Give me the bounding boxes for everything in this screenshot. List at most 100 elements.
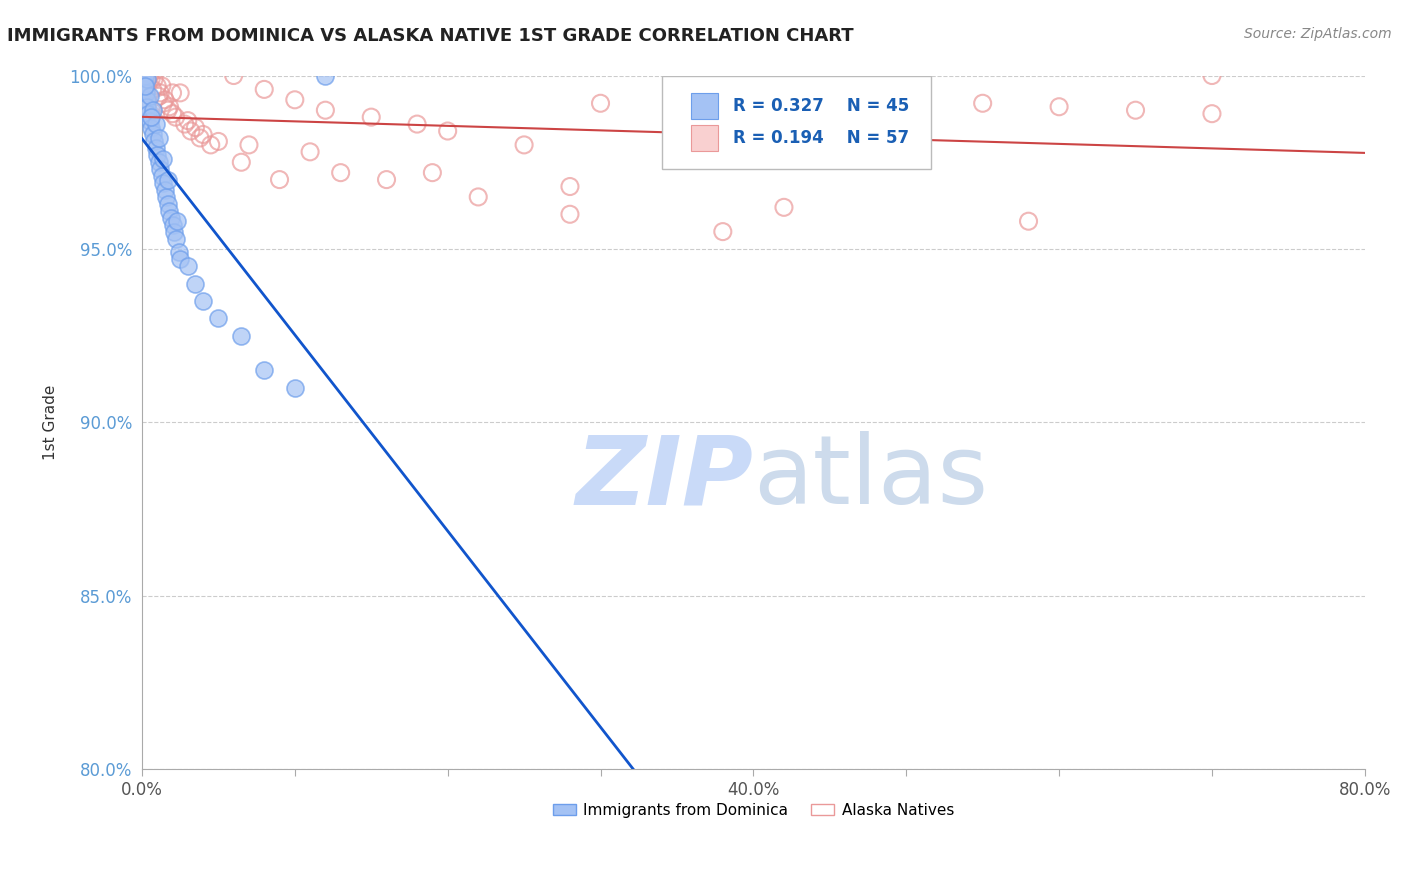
Point — [1201, 69, 1223, 83]
Point — [1018, 214, 1040, 228]
Point — [169, 86, 191, 100]
Point — [139, 120, 162, 135]
Text: IMMIGRANTS FROM DOMINICA VS ALASKA NATIVE 1ST GRADE CORRELATION CHART: IMMIGRANTS FROM DOMINICA VS ALASKA NATIV… — [7, 27, 853, 45]
Point — [253, 363, 276, 377]
FancyBboxPatch shape — [690, 93, 718, 120]
Point — [167, 245, 190, 260]
Text: ZIP: ZIP — [575, 432, 754, 524]
Point — [162, 218, 184, 232]
Point — [184, 120, 207, 135]
Point — [156, 197, 179, 211]
Point — [972, 96, 994, 111]
Point — [152, 176, 174, 190]
Point — [742, 120, 765, 135]
Point — [135, 75, 157, 89]
Point — [149, 86, 172, 100]
Point — [148, 89, 170, 103]
Point — [1047, 100, 1070, 114]
Point — [896, 93, 918, 107]
Point — [146, 78, 169, 93]
Point — [139, 110, 162, 124]
Point — [299, 145, 322, 159]
Point — [165, 110, 187, 124]
Text: atlas: atlas — [754, 432, 988, 524]
Point — [188, 131, 211, 145]
Point — [156, 103, 179, 118]
Point — [253, 82, 276, 96]
Point — [150, 78, 173, 93]
Point — [160, 211, 183, 225]
Point — [146, 148, 169, 162]
Point — [773, 200, 796, 214]
Point — [152, 96, 174, 111]
Point — [136, 75, 159, 89]
Point — [207, 135, 229, 149]
Point — [436, 124, 458, 138]
Point — [314, 69, 336, 83]
FancyBboxPatch shape — [690, 125, 718, 151]
FancyBboxPatch shape — [662, 76, 931, 169]
Text: R = 0.194    N = 57: R = 0.194 N = 57 — [733, 129, 908, 147]
Point — [166, 214, 188, 228]
Point — [142, 82, 165, 96]
Point — [360, 110, 382, 124]
Point — [136, 100, 159, 114]
Point — [589, 96, 612, 111]
Point — [406, 117, 429, 131]
Point — [135, 72, 157, 87]
Point — [284, 93, 307, 107]
Point — [150, 169, 173, 183]
Point — [207, 311, 229, 326]
Point — [138, 89, 160, 103]
Point — [136, 106, 159, 120]
Point — [284, 381, 307, 395]
Point — [513, 137, 536, 152]
Point — [135, 86, 157, 100]
Point — [163, 225, 186, 239]
Point — [375, 172, 398, 186]
Point — [231, 328, 253, 343]
Legend: Immigrants from Dominica, Alaska Natives: Immigrants from Dominica, Alaska Natives — [547, 797, 960, 824]
Point — [134, 69, 156, 83]
Point — [422, 166, 444, 180]
Point — [149, 162, 172, 177]
Point — [269, 172, 291, 186]
Point — [145, 141, 167, 155]
Point — [818, 86, 841, 100]
Point — [143, 72, 166, 87]
Point — [314, 103, 336, 118]
Point — [134, 78, 156, 93]
Point — [222, 69, 245, 83]
Point — [155, 190, 177, 204]
Point — [134, 75, 156, 89]
Point — [162, 86, 184, 100]
Point — [142, 103, 165, 118]
Point — [191, 128, 214, 142]
Point — [169, 252, 191, 267]
Point — [238, 137, 260, 152]
Point — [148, 155, 170, 169]
Point — [558, 207, 581, 221]
Point — [329, 166, 352, 180]
Point — [177, 113, 200, 128]
Point — [135, 93, 157, 107]
Point — [173, 117, 195, 131]
Point — [132, 82, 155, 96]
Point — [159, 100, 181, 114]
Point — [162, 106, 184, 120]
Point — [148, 131, 170, 145]
Point — [153, 93, 176, 107]
Point — [156, 172, 179, 186]
Point — [467, 190, 489, 204]
Point — [177, 260, 200, 274]
Point — [1125, 103, 1147, 118]
Text: Source: ZipAtlas.com: Source: ZipAtlas.com — [1244, 27, 1392, 41]
Text: R = 0.327    N = 45: R = 0.327 N = 45 — [733, 97, 908, 115]
Point — [180, 124, 202, 138]
Point — [200, 137, 222, 152]
Point — [138, 113, 160, 128]
Point — [153, 183, 176, 197]
Point — [711, 225, 734, 239]
Y-axis label: 1st Grade: 1st Grade — [44, 384, 58, 460]
Point — [1201, 106, 1223, 120]
